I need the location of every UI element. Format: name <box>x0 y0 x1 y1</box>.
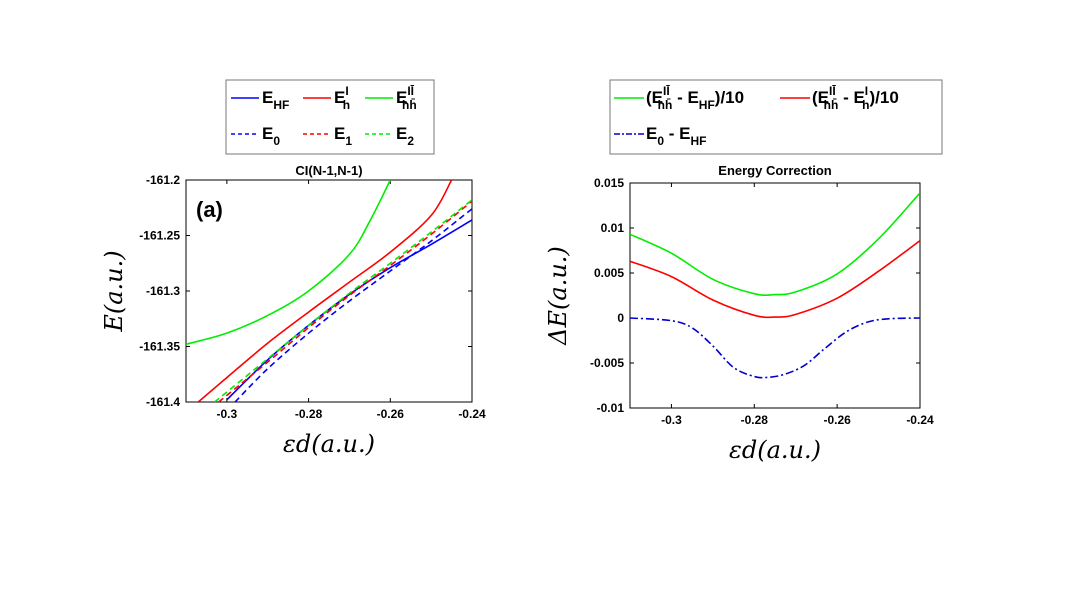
y-tick-label: -161.2 <box>146 173 180 187</box>
y-axis-label-a: E(a.u.) <box>100 250 128 332</box>
panel-b: (EIĪ hh̄ - EHF)/10 (EIĪ hh̄ - EI h)/10 E0 - E… <box>544 79 943 464</box>
series-line-1 <box>630 239 920 319</box>
legend-entry-0: (EIĪ hh̄ - EHF)/10 <box>646 84 744 112</box>
legend-entry-1: (EIĪ hh̄ - EI h)/10 <box>812 84 899 112</box>
legend-entry-4: E1 <box>334 124 352 148</box>
x-tick-label: -0.28 <box>741 413 769 427</box>
x-tick-label: -0.28 <box>295 407 323 421</box>
x-tick-label: -0.3 <box>217 407 238 421</box>
x-axis-label: εd(a.u.) <box>729 436 821 464</box>
legend-entry-2: E0 - EHF <box>646 124 706 148</box>
y-tick-label: 0.01 <box>601 221 625 235</box>
legend-box-a <box>225 79 435 155</box>
y-tick-label: 0 <box>617 311 624 325</box>
plot-area-a <box>185 179 473 403</box>
y-tick-label: 0.015 <box>594 176 624 190</box>
x-ticks-b: -0.3 -0.28 -0.26 -0.24 <box>661 183 934 427</box>
chart-title-a: CI(N-1,N-1) <box>295 163 362 178</box>
legend-b: (EIĪ hh̄ - EHF)/10 (EIĪ hh̄ - EI h)/10 E0 - E… <box>614 84 899 148</box>
y-axis-label-b: ΔE(a.u.) <box>544 246 572 346</box>
y-tick-label: 0.005 <box>594 266 624 280</box>
x-ticks-a: -0.3 -0.28 -0.26 -0.24 <box>217 180 486 421</box>
x-axis-label: εd(a.u.) <box>283 430 375 458</box>
x-axis-label-a: εd(a.u.) <box>283 430 375 458</box>
panel-label: (a) <box>196 197 223 222</box>
series-line-2 <box>630 317 920 379</box>
legend-entry-0: EHF <box>262 88 289 112</box>
x-tick-label: -0.3 <box>661 413 682 427</box>
series-lines-a <box>186 180 472 402</box>
legend-entry-2: EIĪ hh̄ <box>396 84 417 112</box>
series-line-0 <box>226 219 472 401</box>
legend-entry-5: E2 <box>396 124 414 148</box>
y-axis-label: E(a.u.) <box>100 250 128 332</box>
y-tick-label: -0.005 <box>590 356 624 370</box>
series-line-5 <box>214 199 472 402</box>
x-tick-label: -0.26 <box>823 413 851 427</box>
x-axis-label-b: εd(a.u.) <box>729 436 821 464</box>
series-line-1 <box>197 180 453 402</box>
series-group <box>630 192 920 379</box>
x-tick-label: -0.24 <box>458 407 486 421</box>
series-line-2 <box>186 180 392 346</box>
x-tick-label: -0.26 <box>377 407 405 421</box>
legend-entry-3: E0 <box>262 124 280 148</box>
y-tick-label: -0.01 <box>597 401 625 415</box>
legend-box-b <box>609 79 943 155</box>
y-tick-label: -161.4 <box>146 395 180 409</box>
x-tick-label: -0.24 <box>906 413 934 427</box>
series-group <box>186 180 472 402</box>
y-tick-label: -161.3 <box>146 284 180 298</box>
y-tick-label: -161.25 <box>139 229 180 243</box>
y-tick-label: -161.35 <box>139 340 180 354</box>
legend-entry-1: EI h <box>334 84 350 112</box>
plot-area-b <box>629 182 921 409</box>
series-line-3 <box>234 208 472 402</box>
y-axis-label: ΔE(a.u.) <box>544 246 572 346</box>
chart-title-b: Energy Correction <box>718 163 831 178</box>
series-lines-b <box>630 192 920 379</box>
legend-a: EHF EI h EIĪ hh̄ E0 E1 E2 <box>231 84 417 148</box>
y-ticks-a: -161.2 -161.25 -161.3 -161.35 -161.4 <box>139 173 472 409</box>
series-line-4 <box>218 200 472 402</box>
panel-a: EHF EI h EIĪ hh̄E0 E1 E2 CI(N-1,N-1) -161.2-16… <box>100 79 486 458</box>
series-line-0 <box>630 192 920 297</box>
y-ticks-b: 0.015 0.01 0.005 0 -0.005 -0.01 <box>590 176 920 415</box>
